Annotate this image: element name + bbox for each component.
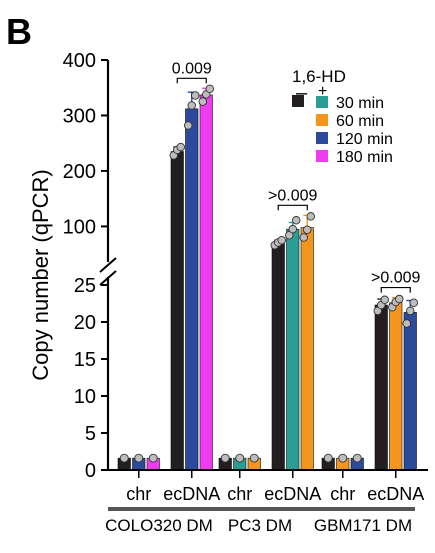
x-tick-label: chr: [330, 484, 355, 504]
legend-label: 30 min: [336, 95, 384, 112]
data-point: [402, 319, 412, 328]
bar: [185, 108, 199, 471]
x-tick-label: ecDNA: [367, 484, 424, 504]
data-point: [323, 453, 333, 463]
group-bar: [209, 507, 312, 511]
data-point: [395, 294, 404, 304]
y-tick-label: 10: [74, 386, 96, 408]
bar: [170, 151, 184, 471]
legend-title: 1,6-HD: [292, 67, 346, 86]
axis-break-mark: [99, 257, 117, 273]
data-point: [406, 306, 415, 316]
data-point: [338, 453, 348, 463]
data-point: [288, 224, 298, 234]
y-axis: 0 5 10 15 20 25 100 200 300 400: [63, 50, 117, 482]
data-point: [183, 121, 193, 130]
data-point: [303, 225, 312, 234]
bar: [389, 302, 403, 471]
bar: [199, 94, 213, 471]
significance-label: 0.009: [172, 60, 212, 77]
y-tick-label: 20: [74, 312, 96, 334]
data-point: [352, 453, 362, 463]
y-tick-label: 200: [63, 161, 96, 183]
data-point: [198, 97, 207, 106]
y-axis-label: Copy number (qPCR): [28, 169, 53, 381]
x-tick-label: ecDNA: [264, 484, 321, 504]
data-point: [205, 84, 214, 94]
x-tick-label: chr: [126, 484, 151, 504]
data-point: [119, 453, 129, 463]
legend-swatch: [316, 96, 328, 108]
y-tick-label: 0: [85, 460, 96, 482]
data-point: [190, 91, 200, 100]
y-tick-label: 400: [63, 50, 96, 72]
significance-label: >0.009: [371, 270, 420, 287]
legend-swatch: [316, 114, 328, 126]
data-point: [176, 142, 185, 152]
axis-break-mark: [99, 270, 117, 286]
legend-label: 180 min: [336, 149, 393, 166]
y-tick-label: 300: [63, 105, 96, 127]
data-point: [249, 453, 259, 463]
annotations: 0.009 >0.009 >0.009: [172, 60, 421, 293]
x-tick-label: chr: [227, 484, 252, 504]
bar: [374, 304, 388, 471]
bars: [117, 84, 419, 471]
group-bar: [108, 507, 211, 511]
significance-bracket: [176, 77, 207, 84]
legend-swatch: [316, 132, 328, 144]
legend-swatch: [292, 95, 304, 107]
legend-label: 60 min: [336, 113, 384, 130]
data-point: [134, 453, 144, 463]
legend-swatch: [316, 150, 328, 162]
data-point: [306, 212, 316, 221]
data-point: [235, 453, 245, 463]
group-label: GBM171 DM: [314, 516, 412, 535]
significance-label: >0.009: [268, 187, 317, 204]
x-axis: chr ecDNA COLO320 DM chr ecDNA PC3 DM chr ecDNA…: [105, 469, 428, 535]
data-point: [277, 236, 287, 245]
data-point: [299, 233, 309, 242]
group-bar: [312, 507, 415, 511]
bar: [271, 242, 285, 471]
data-point: [148, 453, 158, 463]
bar: [403, 312, 417, 471]
legend-plus: +: [318, 83, 327, 100]
group-label: PC3 DM: [228, 516, 292, 535]
y-tick-label: 5: [85, 423, 96, 445]
legend-label: 120 min: [336, 131, 393, 148]
data-point: [292, 216, 301, 225]
data-point: [380, 295, 390, 305]
significance-bracket: [277, 204, 308, 211]
x-tick-label: ecDNA: [163, 484, 220, 504]
y-tick-label: 25: [74, 275, 96, 297]
data-point: [220, 453, 230, 463]
significance-bracket: [380, 286, 411, 293]
y-tick-label: 100: [63, 216, 96, 238]
panel-label: B: [6, 11, 32, 52]
group-label: COLO320 DM: [105, 516, 213, 535]
data-point: [409, 298, 419, 308]
y-tick-label: 15: [74, 349, 96, 371]
data-point: [187, 101, 196, 110]
bar: [300, 227, 314, 471]
bar: [286, 228, 300, 471]
